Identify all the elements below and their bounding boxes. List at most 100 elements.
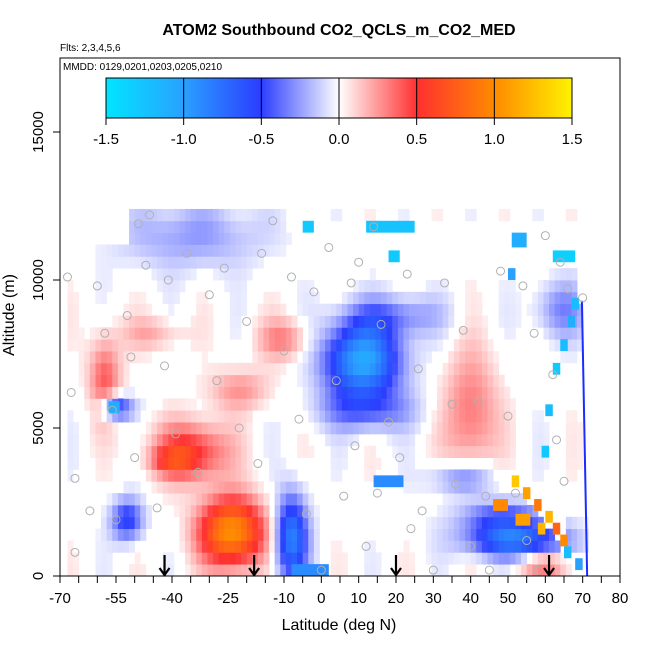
heatmap-cell: [235, 291, 242, 305]
heatmap-cell: [504, 433, 511, 447]
heatmap-cell: [397, 291, 404, 305]
heatmap-cell: [157, 481, 164, 494]
heatmap-cell: [274, 220, 281, 234]
heatmap-strip: [515, 513, 531, 526]
heatmap-cell: [207, 433, 214, 447]
heatmap-cell: [129, 386, 136, 399]
heatmap-cell: [313, 374, 320, 387]
x-tick-label: -25: [217, 590, 239, 607]
heatmap-cell: [420, 339, 427, 352]
heatmap-cell: [218, 374, 225, 387]
heatmap-cell: [532, 528, 539, 541]
heatmap-cell: [235, 256, 242, 269]
heatmap-cell: [308, 398, 315, 411]
heatmap-cell: [504, 552, 511, 565]
heatmap-cell: [403, 208, 410, 222]
heatmap-cell: [269, 540, 276, 553]
heatmap-cell: [241, 232, 248, 245]
heatmap-stair-segment: [560, 339, 568, 352]
heatmap-cell: [431, 327, 438, 340]
heatmap-cell: [179, 220, 186, 234]
heatmap-cell: [280, 327, 287, 340]
heatmap-cell: [459, 374, 466, 387]
heatmap-cell: [308, 516, 315, 530]
heatmap-cell: [313, 516, 320, 530]
heatmap-cell: [403, 351, 410, 364]
heatmap-cell: [190, 268, 197, 281]
heatmap-cell: [319, 398, 326, 411]
heatmap-cell: [201, 327, 208, 340]
heatmap-cell: [369, 564, 376, 576]
heatmap-cell: [218, 232, 225, 245]
sample-point: [518, 281, 528, 291]
heatmap-cell: [196, 433, 203, 447]
heatmap-cell: [285, 564, 292, 576]
heatmap-cell: [459, 351, 466, 364]
heatmap-cell: [207, 516, 214, 530]
heatmap-cell: [369, 351, 376, 364]
heatmap-cell: [140, 327, 147, 340]
heatmap-cell: [453, 504, 460, 518]
heatmap-cell: [257, 552, 264, 565]
heatmap-cell: [235, 398, 242, 411]
heatmap-cell: [302, 362, 309, 376]
sample-point: [447, 399, 457, 409]
heatmap-cell: [201, 291, 208, 305]
heatmap-cell: [509, 504, 516, 518]
heatmap-cell: [229, 291, 236, 305]
heatmap-cell: [302, 445, 309, 458]
heatmap-cell: [224, 232, 231, 245]
heatmap-cell: [537, 315, 544, 328]
heatmap-cell: [386, 303, 393, 316]
heatmap-cell: [526, 303, 533, 316]
heatmap-cell: [162, 469, 169, 482]
heatmap-cell: [257, 232, 264, 245]
heatmap-cell: [386, 291, 393, 305]
heatmap-cell: [470, 516, 477, 530]
heatmap-cell: [257, 339, 264, 352]
heatmap-cell: [145, 516, 152, 530]
heatmap-cell: [543, 528, 550, 541]
heatmap-cell: [280, 516, 287, 530]
heatmap-cell: [565, 303, 572, 316]
heatmap-cell: [129, 540, 136, 553]
heatmap-cell: [515, 315, 522, 328]
heatmap-stair-segment: [560, 534, 568, 547]
heatmap-cell: [123, 493, 130, 506]
heatmap-cell: [134, 552, 141, 565]
heatmap-cell: [280, 303, 287, 316]
heatmap-cell: [504, 564, 511, 576]
heatmap-cell: [448, 374, 455, 387]
heatmap-cell: [577, 303, 584, 316]
heatmap-cell: [504, 457, 511, 470]
heatmap-cell: [341, 433, 348, 447]
heatmap-cell: [241, 410, 248, 423]
heatmap-cell: [302, 433, 309, 447]
heatmap-cell: [106, 528, 113, 541]
heatmap-cell: [425, 516, 432, 530]
heatmap-cell: [481, 493, 488, 506]
colorbar-tick-label: 1.5: [562, 131, 583, 148]
heatmap-cell: [442, 433, 449, 447]
heatmap-cell: [173, 280, 180, 293]
heatmap-cell: [543, 552, 550, 565]
heatmap-cell: [151, 410, 158, 423]
heatmap-cell: [168, 327, 175, 340]
heatmap-cell: [190, 433, 197, 447]
heatmap-cell: [168, 410, 175, 423]
heatmap-cell: [235, 493, 242, 506]
heatmap-cell: [224, 564, 231, 576]
heatmap-cell: [313, 410, 320, 423]
heatmap-cell: [235, 374, 242, 387]
heatmap-cell: [263, 351, 270, 364]
heatmap-cell: [162, 220, 169, 234]
heatmap-cell: [414, 362, 421, 376]
heatmap-cell: [487, 504, 494, 518]
heatmap-cell: [196, 493, 203, 506]
heatmap-cell: [207, 469, 214, 482]
heatmap-cell: [280, 540, 287, 553]
heatmap-cell: [224, 410, 231, 423]
heatmap-cell: [218, 268, 225, 281]
heatmap-cell: [196, 552, 203, 565]
heatmap-cell: [297, 481, 304, 494]
